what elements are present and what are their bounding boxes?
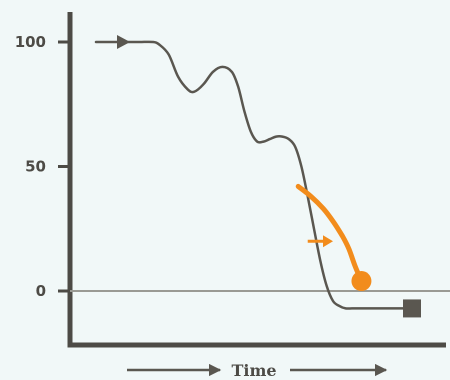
annotation-arrow-head	[323, 235, 333, 248]
annotation-layer	[307, 235, 333, 248]
end-square-marker	[403, 299, 421, 318]
x-axis-title-group: Time	[127, 361, 388, 380]
start-arrow-marker	[117, 35, 130, 49]
y-tick-label: 50	[25, 158, 46, 176]
main-series-line	[94, 40, 414, 310]
branch-series-line	[295, 183, 364, 284]
y-tick-layer: 100 50 0	[15, 33, 70, 300]
axes-layer	[67, 12, 450, 348]
marker-layer	[117, 35, 421, 318]
series-layer	[94, 40, 414, 310]
y-tick-label: 100	[15, 33, 46, 51]
y-tick-label: 0	[36, 282, 46, 300]
end-circle-marker	[351, 271, 372, 292]
x-axis-title: Time	[231, 361, 276, 380]
